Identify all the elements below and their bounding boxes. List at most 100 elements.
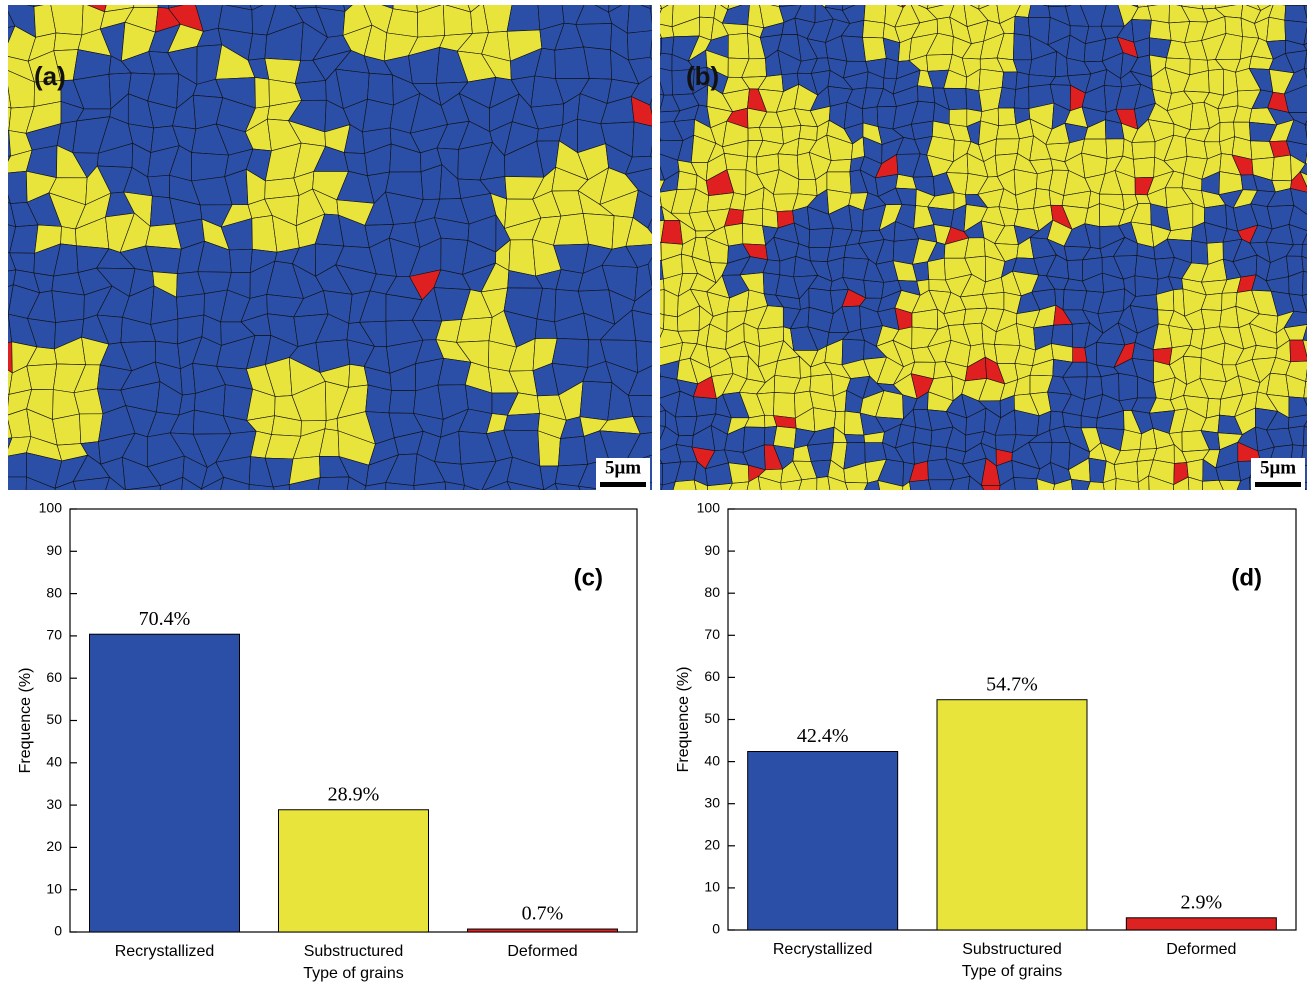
x-tick-label: Substructured <box>304 943 404 960</box>
grain <box>229 249 252 273</box>
grain <box>0 457 5 493</box>
grain <box>1267 373 1289 397</box>
grain <box>661 220 683 244</box>
grain <box>809 228 833 247</box>
y-axis-label: Frequence (%) <box>675 667 692 773</box>
grain <box>947 0 967 2</box>
grain <box>863 37 887 61</box>
grain <box>998 108 1016 126</box>
grain <box>1002 72 1017 90</box>
grain <box>1135 276 1158 297</box>
grain <box>507 2 540 31</box>
grain <box>558 436 587 466</box>
figure: (a)5μm(b)5μm010203040506070809010070.4%R… <box>0 0 1307 985</box>
grain <box>1014 16 1030 36</box>
value-label: 54.7% <box>986 673 1038 695</box>
grain <box>1286 0 1304 6</box>
grain <box>1208 69 1223 95</box>
grain <box>273 485 291 503</box>
grain <box>807 443 833 462</box>
grain <box>655 53 672 71</box>
grain <box>799 125 817 140</box>
y-tick-label: 0 <box>54 923 62 939</box>
grain <box>1285 5 1307 22</box>
grain <box>1119 373 1138 401</box>
grain <box>1034 188 1051 208</box>
grain <box>655 67 672 95</box>
y-tick-label: 40 <box>704 752 720 768</box>
grain <box>798 179 817 195</box>
grain <box>386 483 417 517</box>
grain <box>981 485 1000 500</box>
panel-label: (d) <box>1231 564 1262 591</box>
scale-label: 5μm <box>1260 457 1296 478</box>
grain <box>0 342 12 373</box>
y-tick-label: 30 <box>704 794 720 810</box>
grain <box>1081 416 1097 428</box>
grain <box>538 0 562 5</box>
y-tick-label: 0 <box>712 921 720 937</box>
grain <box>884 58 899 79</box>
y-tick-label: 30 <box>46 796 62 812</box>
grain <box>27 364 57 390</box>
bar <box>937 700 1087 930</box>
value-label: 28.9% <box>328 783 380 805</box>
grain <box>928 258 946 280</box>
grain <box>781 480 802 504</box>
x-tick-label: Deformed <box>507 943 577 960</box>
grain <box>995 139 1019 155</box>
grain <box>773 392 795 418</box>
y-tick-label: 70 <box>46 627 62 643</box>
scale-bar <box>600 482 646 487</box>
grain <box>863 20 885 38</box>
grain <box>51 3 84 35</box>
panel-label: (a) <box>34 61 66 91</box>
grain <box>700 2 716 18</box>
x-tick-label: Deformed <box>1166 941 1236 958</box>
grain <box>1014 477 1040 503</box>
grain <box>743 209 763 226</box>
grain <box>949 109 967 127</box>
y-tick-label: 20 <box>46 838 62 854</box>
y-tick-label: 60 <box>46 669 62 685</box>
grain <box>663 315 677 332</box>
y-tick-label: 10 <box>704 879 720 895</box>
grain <box>627 31 653 61</box>
scale-bar <box>1255 482 1301 487</box>
grain <box>747 0 761 2</box>
grain <box>928 480 953 499</box>
x-tick-label: Recrystallized <box>773 941 873 958</box>
grain <box>1268 0 1291 5</box>
grain <box>632 310 657 342</box>
grain <box>0 477 27 515</box>
grain <box>864 0 886 23</box>
grain <box>195 0 223 4</box>
panel-label: (b) <box>686 61 719 91</box>
grain <box>255 77 270 108</box>
grain <box>693 397 716 417</box>
grain <box>809 247 830 261</box>
grain <box>926 54 952 71</box>
grain <box>1302 271 1307 295</box>
y-tick-label: 100 <box>39 500 63 516</box>
grain <box>1103 479 1116 501</box>
y-tick-label: 80 <box>704 584 720 600</box>
grain <box>1133 157 1154 178</box>
grain <box>1135 256 1158 280</box>
grain <box>580 381 612 420</box>
grain <box>1201 309 1221 328</box>
grain <box>1115 479 1139 501</box>
value-label: 42.4% <box>797 725 849 747</box>
grain <box>576 0 612 24</box>
grain <box>996 124 1019 139</box>
micrograph-a <box>0 0 663 517</box>
grain <box>1132 142 1155 160</box>
grain <box>1048 0 1065 7</box>
grain <box>689 0 716 3</box>
grain <box>1028 2 1050 18</box>
grain <box>53 414 81 445</box>
grain <box>1104 0 1124 2</box>
grain <box>2 171 28 203</box>
grain <box>504 413 540 430</box>
scale-label: 5μm <box>605 457 641 478</box>
